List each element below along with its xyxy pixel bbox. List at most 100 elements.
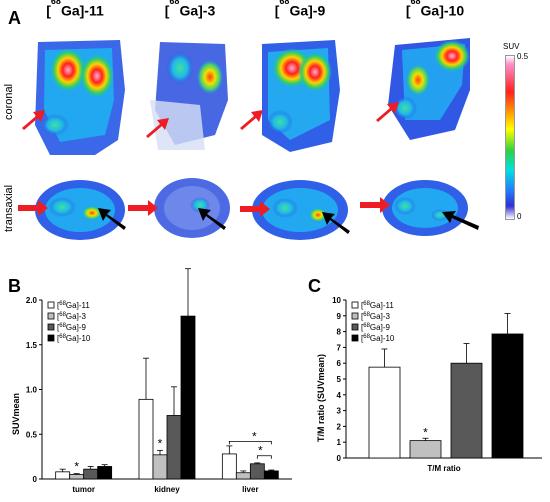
legend-swatch bbox=[351, 312, 359, 320]
legend-swatch bbox=[351, 323, 359, 331]
panel-b-legend: [68Ga]-11 [68Ga]-3 [68Ga]-9 [68Ga]-10 bbox=[47, 301, 91, 343]
tracer-title-1: [68Ga]-11 bbox=[46, 0, 104, 19]
y-tick-label: 0 bbox=[33, 475, 38, 484]
significance-star: * bbox=[423, 425, 428, 439]
scale-max: 0.5 bbox=[517, 52, 529, 61]
bar bbox=[249, 463, 265, 480]
legend-swatch bbox=[47, 323, 55, 331]
suv-color-scale bbox=[505, 55, 515, 220]
legend-swatch bbox=[47, 301, 55, 309]
coronal-image-1 bbox=[35, 40, 125, 155]
bar bbox=[263, 470, 279, 480]
black-arrow-icon bbox=[198, 208, 226, 230]
panel-b-bars: **** bbox=[55, 268, 279, 480]
transaxial-image-3 bbox=[252, 180, 348, 240]
black-arrow-icon bbox=[442, 211, 479, 230]
bar bbox=[55, 471, 71, 480]
legend-label: [68Ga]-10 bbox=[361, 334, 395, 343]
legend-label: [68Ga]-3 bbox=[361, 312, 390, 321]
red-arrow-icon bbox=[240, 110, 263, 130]
panel-c-letter: C bbox=[308, 276, 321, 296]
scale-title: SUV bbox=[503, 42, 520, 51]
panel-b-ylabel: SUVmean bbox=[11, 393, 21, 435]
y-tick-label: 3 bbox=[337, 407, 342, 416]
y-tick-label: 8 bbox=[337, 328, 342, 337]
panel-c-bars: * bbox=[368, 313, 524, 459]
bar bbox=[97, 466, 113, 480]
legend-label: [68Ga]-9 bbox=[361, 323, 390, 332]
bar bbox=[450, 362, 483, 459]
red-arrow-icon bbox=[22, 110, 45, 130]
y-tick-label: 1 bbox=[337, 438, 342, 447]
transaxial-image-4 bbox=[382, 180, 468, 236]
tracer-title-3: [68Ga]-9 bbox=[274, 0, 326, 19]
legend-swatch bbox=[47, 334, 55, 342]
significance-bracket bbox=[228, 441, 272, 445]
x-category-label: T/M ratio bbox=[427, 464, 460, 473]
y-tick-label: 4 bbox=[337, 391, 342, 400]
x-category-label: liver bbox=[242, 485, 258, 494]
legend-swatch bbox=[351, 334, 359, 342]
y-tick-label: 0.5 bbox=[26, 430, 38, 439]
red-arrow-icon bbox=[360, 197, 390, 213]
bar bbox=[221, 453, 237, 480]
y-tick-label: 2.0 bbox=[26, 296, 38, 305]
transaxial-image-2 bbox=[154, 178, 230, 238]
red-arrow-icon bbox=[18, 200, 48, 216]
scale-min: 0 bbox=[517, 212, 522, 221]
significance-star: * bbox=[158, 436, 163, 450]
bar bbox=[138, 398, 154, 480]
y-tick-label: 9 bbox=[337, 312, 342, 321]
red-arrow-icon bbox=[128, 200, 158, 216]
y-tick-label: 7 bbox=[337, 343, 342, 352]
panel-a-letter: A bbox=[8, 8, 21, 28]
y-tick-label: 5 bbox=[337, 375, 342, 384]
bar bbox=[491, 333, 524, 459]
coronal-image-3 bbox=[262, 40, 340, 152]
y-tick-label: 1.5 bbox=[26, 341, 38, 350]
panel-b-letter: B bbox=[8, 276, 21, 296]
transaxial-image-1 bbox=[35, 180, 125, 240]
legend-label: [68Ga]-11 bbox=[361, 301, 394, 310]
black-arrow-icon bbox=[322, 212, 350, 234]
bar bbox=[166, 415, 182, 480]
tumor-arrows bbox=[18, 102, 399, 217]
y-tick-label: 2 bbox=[337, 422, 342, 431]
legend-label: [68Ga]-11 bbox=[57, 301, 90, 310]
bar bbox=[409, 440, 442, 459]
bar bbox=[235, 472, 251, 480]
x-category-label: tumor bbox=[72, 485, 95, 494]
tracer-title-2: [68Ga]-3 bbox=[164, 0, 216, 19]
legend-swatch bbox=[47, 312, 55, 320]
significance-star: * bbox=[258, 444, 263, 458]
significance-star: * bbox=[74, 460, 79, 474]
significance-star: * bbox=[252, 429, 257, 443]
panel-c-ylabel: T/M ratio (SUVmean) bbox=[316, 354, 326, 442]
red-arrow-icon bbox=[376, 102, 399, 122]
significance-bracket bbox=[256, 455, 272, 459]
panel-c-legend: [68Ga]-11 [68Ga]-3 [68Ga]-9 [68Ga]-10 bbox=[351, 301, 395, 343]
red-arrow-icon bbox=[146, 118, 169, 138]
y-tick-label: 0 bbox=[337, 454, 342, 463]
y-tick-label: 1.0 bbox=[26, 386, 38, 395]
bar bbox=[152, 454, 168, 480]
legend-label: [68Ga]-9 bbox=[57, 323, 86, 332]
bar bbox=[83, 468, 99, 480]
legend-label: [68Ga]-3 bbox=[57, 312, 86, 321]
x-category-label: kidney bbox=[154, 485, 180, 494]
y-tick-label: 10 bbox=[332, 296, 341, 305]
red-arrow-icon bbox=[240, 201, 270, 217]
tracer-title-4: [68Ga]-10 bbox=[405, 0, 465, 19]
coronal-image-2 bbox=[150, 42, 228, 150]
black-arrow-icon bbox=[98, 208, 126, 230]
y-tick-label: 6 bbox=[337, 359, 342, 368]
bar bbox=[368, 366, 401, 459]
muscle-arrows bbox=[98, 208, 479, 234]
legend-label: [68Ga]-10 bbox=[57, 334, 91, 343]
panel-c-chart: C T/M ratio (SUVmean) 0 1 2 3 4 5 6 7 8 9 10 T/M ra… bbox=[308, 276, 542, 473]
pet-scan-images bbox=[18, 38, 479, 240]
bar bbox=[69, 474, 85, 480]
bar bbox=[180, 315, 196, 480]
legend-swatch bbox=[351, 301, 359, 309]
